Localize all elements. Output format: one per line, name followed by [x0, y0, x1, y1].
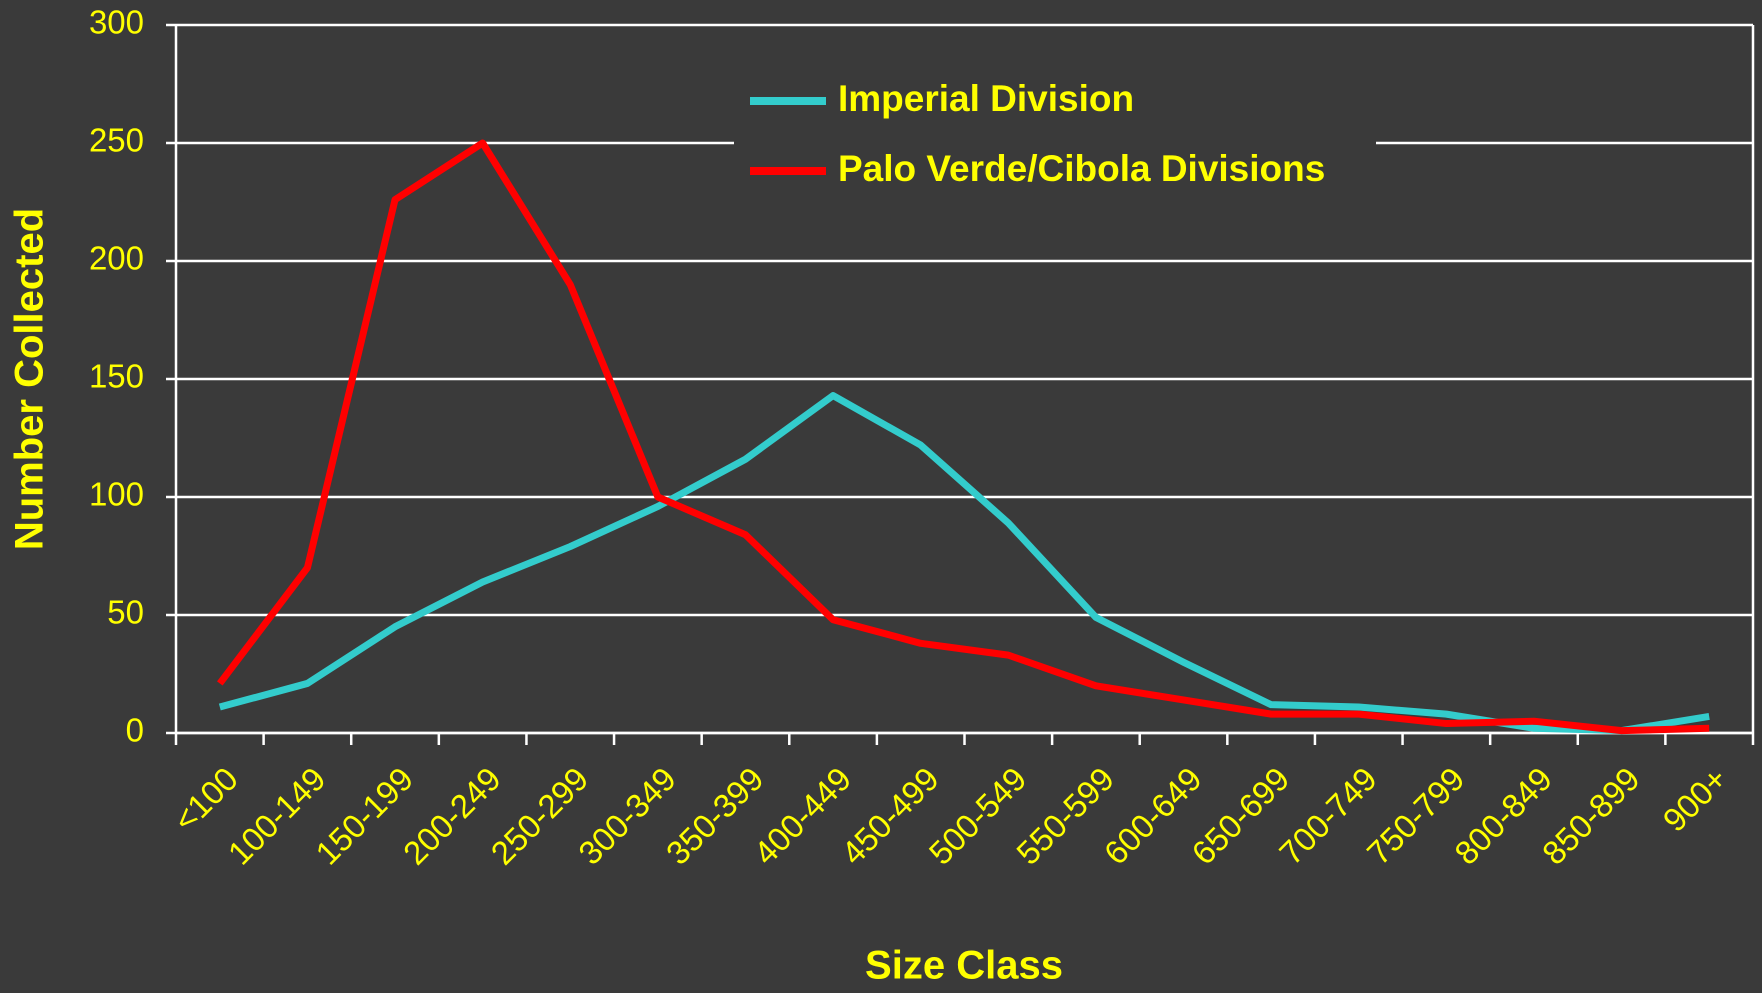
y-tick-label: 250: [89, 122, 144, 159]
y-axis-title: Number Collected: [8, 208, 52, 550]
series-line: [218, 392, 1710, 735]
legend-label: Imperial Division: [838, 78, 1134, 119]
y-tick-label: 300: [89, 4, 144, 41]
y-tick-label: 100: [89, 476, 144, 513]
legend-label: Palo Verde/Cibola Divisions: [838, 148, 1325, 189]
y-tick-label: 200: [89, 240, 144, 277]
y-tick-label: 0: [126, 712, 144, 749]
legend-box: [734, 67, 1376, 213]
y-tick-label: 150: [89, 358, 144, 395]
y-tick-label: 50: [107, 594, 144, 631]
x-axis-title: Size Class: [865, 944, 1063, 988]
series-line: [217, 139, 1710, 735]
